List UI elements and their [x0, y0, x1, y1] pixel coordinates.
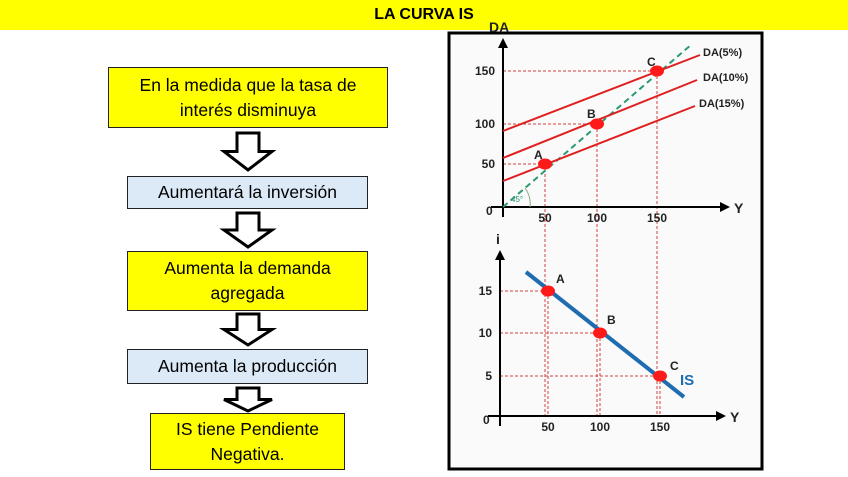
angle-label: 45° [511, 195, 523, 204]
series-line [502, 54, 701, 132]
down-arrow-icon [219, 131, 277, 172]
origin-label: 0 [486, 204, 493, 218]
point-label: B [607, 313, 616, 327]
y-axis-arrow-icon [498, 38, 508, 48]
flow-step-2: Aumentará la inversión [127, 176, 368, 209]
down-arrow-icon [218, 312, 278, 347]
x-axis-label: Y [730, 409, 740, 425]
series-label: DA(5%) [703, 47, 742, 59]
flow-step-1: En la medida que la tasa de interés dism… [108, 67, 388, 128]
data-point [538, 158, 552, 170]
x-tick-label: 150 [647, 211, 667, 225]
x-axis-arrow-icon [720, 202, 730, 212]
y-tick-label: 100 [475, 117, 495, 131]
down-arrow-icon [223, 386, 273, 413]
flow-step-5: IS tiene Pendiente Negativa. [150, 413, 345, 470]
y-tick-label: 150 [475, 64, 495, 78]
x-tick-label: 150 [650, 420, 670, 434]
flow-step-text: Aumenta la producción [158, 356, 337, 376]
y-tick-label: 5 [485, 369, 492, 383]
series-line [502, 79, 698, 159]
series-label: DA(15%) [699, 98, 745, 110]
y-axis-arrow-icon [495, 250, 505, 260]
data-point [590, 118, 604, 130]
chart-frame [447, 31, 764, 471]
flow-step-text: IS tiene Pendiente Negativa. [175, 418, 320, 464]
y-tick-label: 50 [482, 157, 496, 171]
x-tick-label: 100 [587, 211, 607, 225]
x-tick-label: 50 [541, 420, 555, 434]
x-tick-label: 50 [538, 211, 552, 225]
series-line [502, 105, 696, 182]
slide-title: LA CURVA IS [0, 0, 848, 30]
data-point [653, 370, 667, 382]
down-arrow-icon [219, 211, 277, 249]
y-axis-label: DA [489, 19, 509, 35]
data-point [650, 65, 664, 77]
flow-step-text: Aumentará la inversión [158, 182, 337, 202]
x-axis-label: Y [734, 200, 744, 216]
y-tick-label: 10 [479, 326, 493, 340]
flow-step-4: Aumenta la producción [127, 349, 368, 384]
y-tick-label: 15 [479, 284, 493, 298]
origin-label: 0 [483, 413, 490, 427]
series-label: DA(10%) [703, 72, 749, 84]
data-point [541, 285, 555, 297]
point-label: C [670, 359, 679, 373]
y-axis-label: i [496, 231, 500, 247]
series-label: IS [680, 372, 694, 389]
flow-step-text: Aumenta la demanda agregada [164, 258, 331, 303]
point-label: B [587, 107, 596, 121]
point-label: A [556, 272, 565, 286]
point-label: A [534, 148, 543, 162]
x-axis-arrow-icon [716, 411, 726, 421]
x-tick-label: 100 [590, 420, 610, 434]
flow-step-text: En la medida que la tasa de interés dism… [139, 74, 357, 120]
point-label: C [647, 55, 656, 69]
angle-arc [524, 187, 531, 208]
data-point [593, 327, 607, 339]
flow-step-3: Aumenta la demanda agregada [127, 251, 368, 311]
